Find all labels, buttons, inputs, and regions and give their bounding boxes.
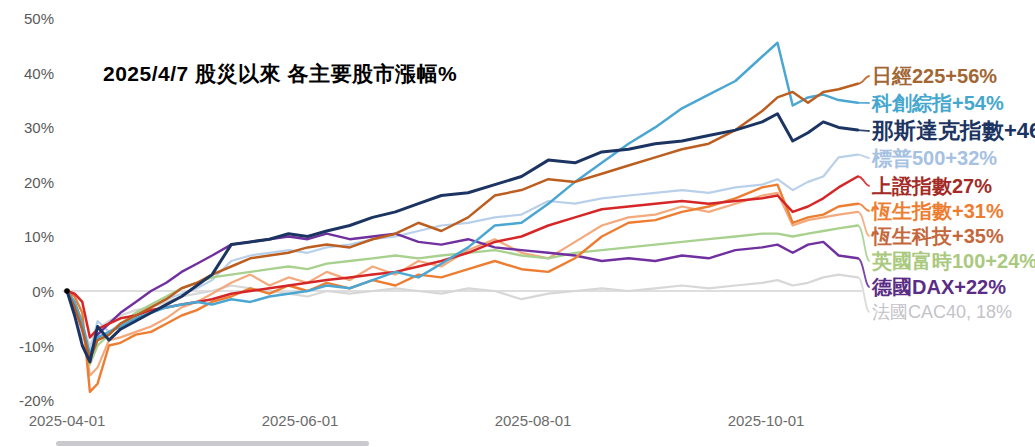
legend-label-法國CAC40: 法國CAC40, 18% — [872, 300, 1012, 324]
series-line-恆生指數 — [67, 185, 858, 392]
legend-label-恆生科技: 恆生科技+35% — [872, 223, 1004, 250]
legend-leader-line-恆生指數 — [858, 204, 870, 211]
origin-marker-dot — [64, 288, 70, 294]
legend-leader-line-德國DAX — [858, 258, 870, 287]
legend-leader-line-法國CAC40 — [858, 277, 870, 312]
legend-label-日經225: 日經225+56% — [872, 63, 997, 90]
series-line-那斯達克指數 — [67, 114, 858, 362]
legend-label-上證指數: 上證指數27% — [872, 173, 992, 200]
y-tick-50%: 50% — [2, 10, 54, 27]
y-tick-0%: 0% — [2, 283, 54, 300]
legend-leader-line-英國富時100 — [858, 226, 870, 262]
legend-label-標普500: 標普500+32% — [872, 145, 997, 172]
legend-leader-line-那斯達克指數 — [858, 130, 870, 131]
legend-leader-line-日經225 — [858, 76, 870, 84]
x-tick-2025-10-01: 2025-10-01 — [728, 412, 805, 429]
legend-leader-line-標普500 — [858, 155, 870, 158]
legend-label-英國富時100: 英國富時100+24% — [872, 248, 1035, 275]
legend-label-那斯達克指數: 那斯達克指數+46% — [872, 116, 1035, 146]
y-tick-30%: 30% — [2, 119, 54, 136]
chart-title: 2025/4/7 股災以來 各主要股市漲幅% — [103, 60, 457, 88]
series-line-日經225 — [67, 84, 858, 360]
horizontal-scrollbar-thumb[interactable] — [56, 441, 369, 446]
x-tick-2025-08-01: 2025-08-01 — [495, 412, 572, 429]
legend-label-德國DAX: 德國DAX+22% — [872, 274, 1006, 301]
legend-leader-line-恆生科技 — [858, 212, 870, 236]
x-tick-2025-04-01: 2025-04-01 — [29, 412, 106, 429]
legend-leader-line-上證指數 — [858, 176, 870, 186]
y-tick-40%: 40% — [2, 64, 54, 81]
legend-label-科創綜指: 科創綜指+54% — [872, 90, 1004, 117]
y-tick-20%: 20% — [2, 173, 54, 190]
chart-container: 2025/4/7 股災以來 各主要股市漲幅% 50% 40% 30% 20% 10% 0%… — [0, 0, 1035, 447]
y-tick--10%: -10% — [2, 337, 54, 354]
y-tick--20%: -20% — [2, 392, 54, 409]
y-tick-10%: 10% — [2, 228, 54, 245]
x-tick-2025-06-01: 2025-06-01 — [262, 412, 339, 429]
legend-label-恆生指數: 恆生指數+31% — [872, 198, 1004, 225]
series-line-法國CAC40 — [67, 275, 858, 346]
